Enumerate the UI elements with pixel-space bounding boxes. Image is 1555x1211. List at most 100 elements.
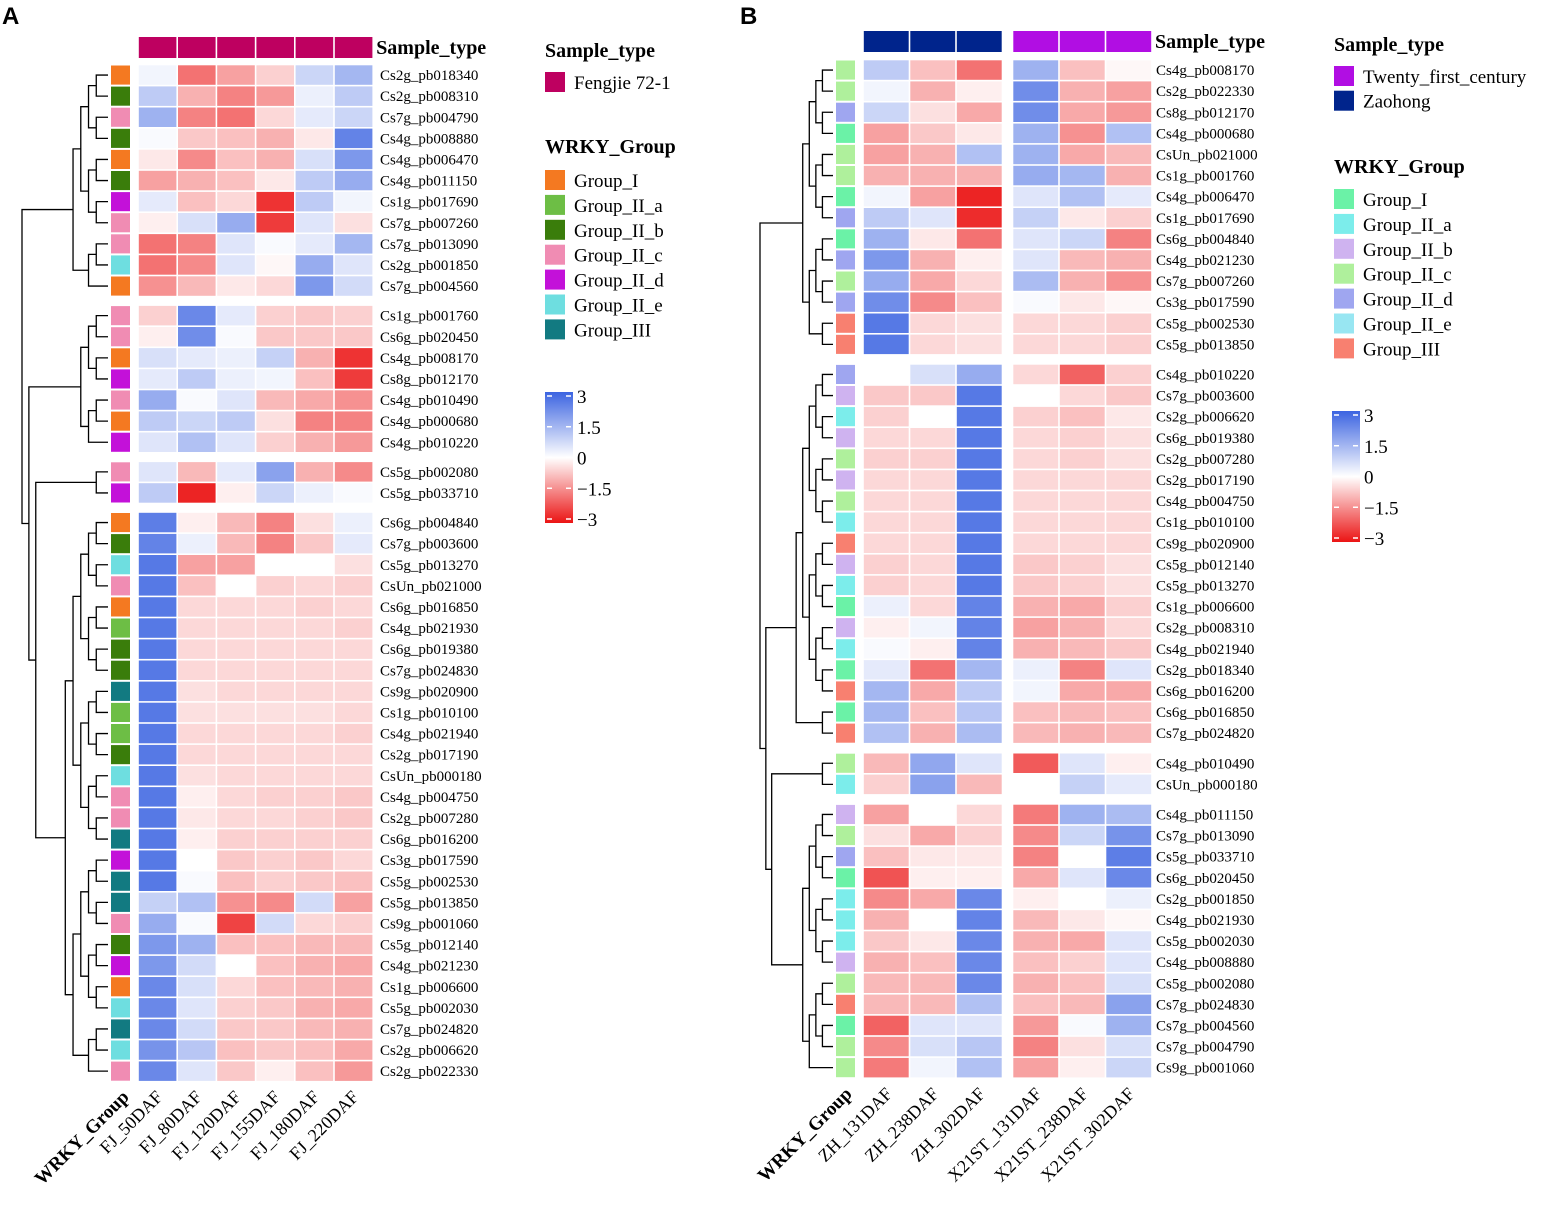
heatmap-cell — [910, 846, 956, 867]
group-cell — [836, 554, 855, 574]
gene-label: Cs5g_pb012140 — [380, 938, 478, 954]
heatmap-cell — [256, 65, 294, 85]
group-cell — [836, 1037, 855, 1057]
heatmap-cell — [863, 681, 909, 701]
heatmap-cell — [910, 512, 956, 532]
heatmap-cell — [1059, 334, 1105, 355]
heatmap-cell — [1059, 702, 1105, 722]
heatmap-cell — [910, 1057, 956, 1078]
dendrogram-link — [95, 606, 108, 629]
group-cell — [111, 255, 130, 275]
heatmap-cell — [138, 871, 177, 891]
heatmap-cell — [1059, 313, 1105, 333]
gene-label: Cs6g_pb016200 — [1156, 684, 1254, 700]
dendrogram-link — [80, 106, 89, 192]
group-cell — [836, 533, 855, 553]
heatmap-cell — [1059, 512, 1105, 532]
heatmap-cell — [217, 660, 255, 680]
gene-label: Cs2g_pb017190 — [1156, 473, 1254, 489]
heatmap-cell — [1106, 952, 1152, 972]
heatmap-cell — [256, 913, 294, 934]
heatmap-cell — [1059, 406, 1105, 427]
group-cell — [111, 432, 130, 452]
heatmap-cell — [863, 846, 909, 867]
heatmap-cell — [217, 808, 255, 828]
heatmap-cell — [1013, 804, 1059, 825]
heatmap-cell — [138, 533, 177, 554]
legend-swatch — [1334, 263, 1354, 284]
gene-label: Cs7g_pb013090 — [380, 237, 478, 253]
group-cell — [111, 998, 130, 1018]
heatmap-cell — [863, 753, 909, 773]
group-cell — [111, 234, 130, 254]
panel-b-row-labels: Cs4g_pb008170 Cs2g_pb022330 Cs8g_pb012170 C… — [1156, 63, 1258, 1077]
heatmap-cell — [1106, 313, 1152, 333]
heatmap-cell — [295, 369, 334, 389]
heatmap-cell — [178, 913, 216, 934]
heatmap-cell — [1106, 334, 1152, 355]
heatmap-cell — [1106, 470, 1152, 490]
heatmap-cell — [217, 1019, 255, 1039]
heatmap-cell — [178, 483, 216, 503]
panel-b-sample-type-strip: Sample_type — [863, 31, 1265, 53]
panel-b: B Sample_type Cs4g_pb008170 Cs2g_pb022330… — [740, 3, 1527, 1186]
group-cell — [836, 931, 855, 951]
heatmap-cell — [1106, 1015, 1152, 1036]
dendrogram-link — [815, 637, 823, 682]
heatmap-cell — [217, 170, 255, 191]
heatmap-cell — [1106, 575, 1152, 596]
heatmap-cell — [256, 576, 294, 596]
heatmap-cell — [956, 229, 1002, 249]
heatmap-cell — [138, 766, 177, 786]
group-cell — [836, 952, 855, 972]
heatmap-cell — [1013, 1036, 1059, 1057]
heatmap-cell — [1059, 660, 1105, 680]
sample-type-cell — [1013, 31, 1059, 52]
heatmap-cell — [138, 149, 177, 170]
heatmap-cell — [863, 1015, 909, 1036]
heatmap-cell — [1013, 271, 1059, 291]
heatmap-cell — [138, 305, 177, 326]
dendrogram-link — [821, 280, 833, 303]
heatmap-cell — [178, 276, 216, 296]
heatmap-cell — [863, 208, 909, 228]
dendrogram-link — [95, 901, 108, 925]
dendrogram-link — [35, 481, 97, 839]
scale-tick-label: −1.5 — [1364, 498, 1398, 519]
annotation-label: Sample_type — [1155, 31, 1265, 53]
heatmap-cell — [295, 850, 334, 870]
gene-label: Cs5g_pb002030 — [380, 1001, 478, 1017]
heatmap-cell — [1013, 364, 1059, 385]
heatmap-cell — [1013, 575, 1059, 596]
heatmap-cell — [138, 576, 177, 596]
heatmap-cell — [334, 618, 373, 638]
panel-a-letter: A — [2, 3, 19, 30]
heatmap-cell — [295, 892, 334, 913]
heatmap-cell — [334, 977, 373, 997]
group-cell — [836, 575, 855, 595]
heatmap-cell — [956, 449, 1002, 469]
heatmap-cell — [256, 955, 294, 976]
heatmap-cell — [217, 597, 255, 617]
heatmap-cell — [956, 910, 1002, 930]
gene-label: Cs2g_pb022330 — [380, 1064, 478, 1080]
heatmap-cell — [334, 787, 373, 807]
heatmap-cell — [295, 597, 334, 617]
heatmap-cell — [863, 81, 909, 101]
heatmap-cell — [910, 931, 956, 951]
heatmap-cell — [295, 348, 334, 368]
panel-a-row-dendrogram — [21, 74, 108, 1072]
heatmap-cell — [863, 575, 909, 596]
heatmap-cell — [295, 390, 334, 410]
heatmap-cell — [178, 998, 216, 1018]
heatmap-cell — [910, 229, 956, 249]
heatmap-cell — [217, 977, 255, 997]
heatmap-cell — [217, 913, 255, 934]
heatmap-cell — [1059, 364, 1105, 385]
heatmap-cell — [863, 271, 909, 291]
heatmap-cell — [178, 327, 216, 347]
gene-label: Cs2g_pb022330 — [1156, 84, 1254, 100]
group-cell — [111, 576, 130, 596]
heatmap-cell — [295, 744, 334, 765]
dendrogram-link — [87, 253, 108, 287]
